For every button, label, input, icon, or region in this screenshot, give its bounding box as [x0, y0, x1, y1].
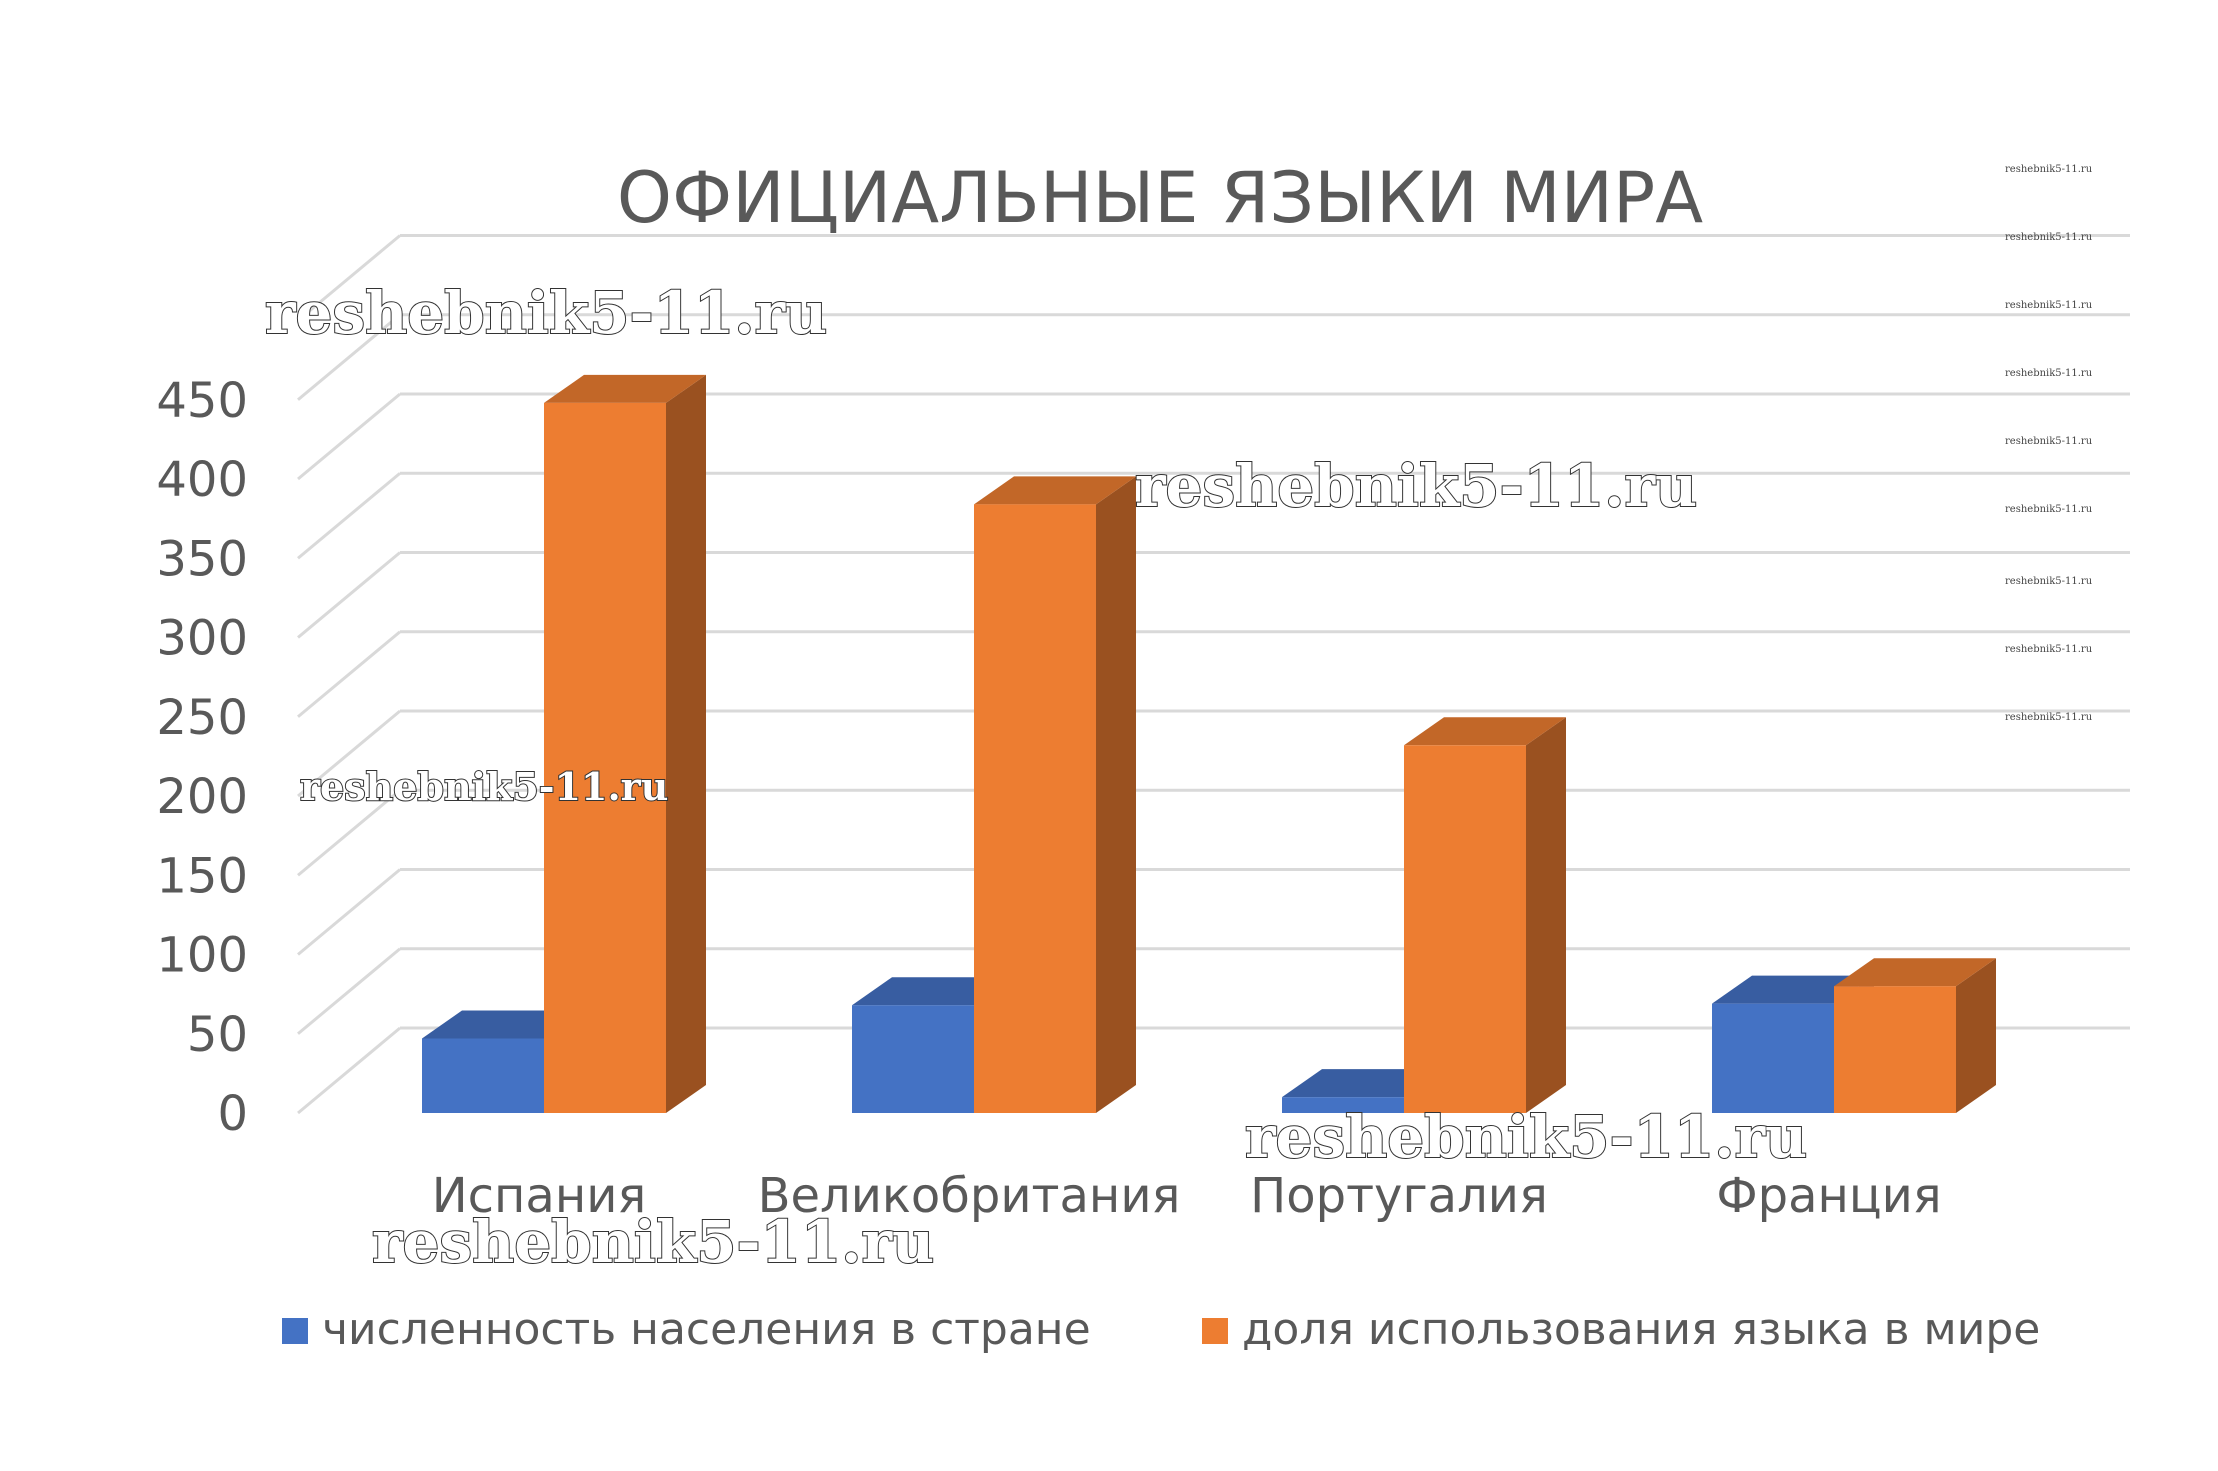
y-tick-label: 400: [156, 452, 248, 508]
gridline: [297, 234, 401, 322]
bar-usage: [544, 374, 706, 1113]
x-axis-labels: Испания Великобритания Португалия Франция: [432, 1168, 1942, 1224]
watermark-small: reshebnik5-11.ru: [2005, 300, 2093, 311]
legend-swatch-population: [282, 1318, 308, 1344]
watermark-small: reshebnik5-11.ru: [2005, 232, 2093, 243]
gridline: [297, 551, 401, 639]
legend-label-usage: доля использования языка в мире: [1242, 1304, 2040, 1355]
gridline: [297, 313, 401, 401]
gridline: [297, 947, 401, 1035]
x-category-label: Португалия: [1250, 1168, 1548, 1224]
bar-usage: [1834, 958, 1996, 1113]
y-tick-label: 200: [156, 769, 248, 825]
gridline: [297, 709, 401, 798]
y-tick-label: 450: [156, 373, 248, 429]
y-tick-label: 250: [156, 690, 248, 746]
watermark-small: reshebnik5-11.ru: [2005, 368, 2093, 379]
bar-usage: [1404, 717, 1566, 1113]
gridline: [297, 392, 401, 481]
watermark-small: reshebnik5-11.ru: [2005, 576, 2093, 587]
x-category-label: Великобритания: [758, 1168, 1181, 1224]
legend-swatch-usage: [1202, 1318, 1228, 1344]
y-tick-label: 0: [217, 1086, 248, 1142]
gridline: [297, 868, 401, 956]
watermark-text: reshebnik5-11.ru: [265, 279, 827, 347]
watermark-small: reshebnik5-11.ru: [2005, 712, 2093, 723]
gridline: [297, 1026, 401, 1115]
gridline: [297, 630, 401, 718]
y-axis-ticks: 0 50 100 150 200 250 300 350 400 450: [156, 373, 248, 1142]
gridline: [297, 789, 401, 877]
watermarks: reshebnik5-11.ru reshebnik5-11.ru resheb…: [264, 164, 2093, 1277]
bars: [422, 374, 1996, 1113]
y-tick-label: 50: [187, 1007, 248, 1063]
watermark-text: reshebnik5-11.ru: [1245, 1103, 1807, 1171]
y-tick-label: 300: [156, 611, 248, 667]
legend: численность населения в стране доля испо…: [282, 1304, 2040, 1355]
watermark-text: reshebnik5-11.ru: [300, 764, 668, 809]
watermark-text: reshebnik5-11.ru: [1135, 452, 1697, 520]
watermark-small: reshebnik5-11.ru: [2005, 504, 2093, 515]
x-category-label: Франция: [1716, 1168, 1941, 1224]
gridline: [297, 472, 401, 560]
legend-label-population: численность населения в стране: [322, 1304, 1091, 1355]
chart-title: ОФИЦИАЛЬНЫЕ ЯЗЫКИ МИРА: [617, 157, 1703, 239]
watermark-text: reshebnik5-11.ru: [372, 1208, 934, 1276]
watermark-small: reshebnik5-11.ru: [2005, 164, 2093, 175]
y-tick-label: 150: [156, 848, 248, 904]
bar-usage: [974, 476, 1136, 1113]
x-category-label: Испания: [432, 1168, 647, 1224]
y-tick-label: 350: [156, 531, 248, 587]
watermark-small: reshebnik5-11.ru: [2005, 436, 2093, 447]
y-tick-label: 100: [156, 928, 248, 984]
watermark-small: reshebnik5-11.ru: [2005, 644, 2093, 655]
